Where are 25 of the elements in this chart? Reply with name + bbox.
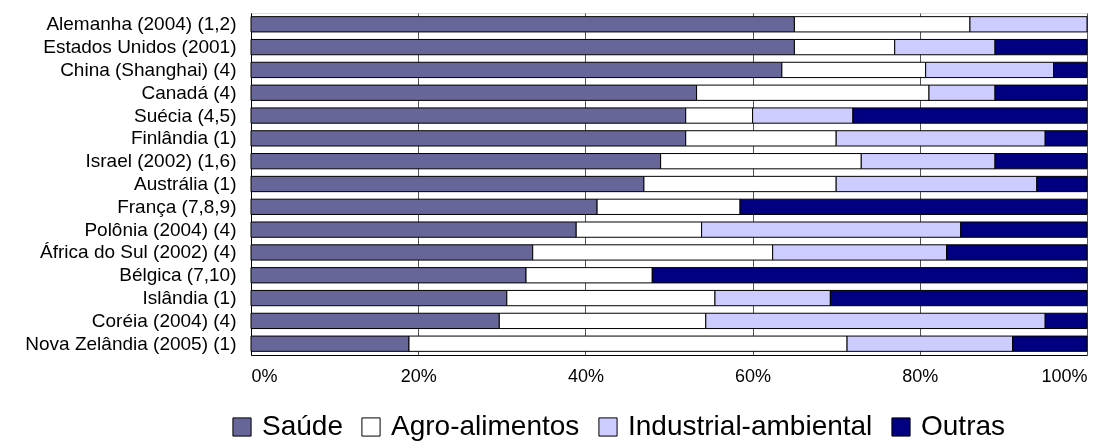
y-tick-label: Israel (2002) (1,6) [85,150,237,172]
legend-label: Outras [921,410,1006,441]
y-tick-label: Suécia (4,5) [134,104,237,126]
legend-label: Saúde [262,410,343,441]
y-tick-label: Bélgica (7,10) [119,264,237,286]
x-tick-label: 40% [567,365,604,386]
legend-label: Agro-alimentos [391,410,580,441]
x-tick-label: 100% [1041,365,1088,386]
y-tick-label: Nova Zelândia (2005) (1) [25,332,237,354]
x-tick-label: 80% [902,365,939,386]
x-tick-label: 20% [400,365,437,386]
y-tick-label: China (Shanghai) (4) [60,58,237,80]
y-tick-label: Austrália (1) [134,173,237,194]
x-tick-label: 0% [251,365,278,386]
y-tick-label: Finlândia (1) [130,127,237,149]
y-tick-label: França (7,8,9) [117,195,237,217]
y-tick-label: África do Sul (2002) (4) [40,241,237,263]
y-tick-label: Coréia (2004) (4) [91,309,237,331]
x-tick-label: 60% [735,365,772,386]
y-tick-label: Canadá (4) [141,81,237,103]
y-tick-label: Alemanha (2004) (1,2) [46,13,237,35]
legend-label: Industrial-ambiental [628,410,873,441]
y-tick-label: Islândia (1) [142,287,237,309]
y-tick-label: Polônia (2004) (4) [84,218,237,240]
y-tick-label: Estados Unidos (2001) [43,36,237,58]
